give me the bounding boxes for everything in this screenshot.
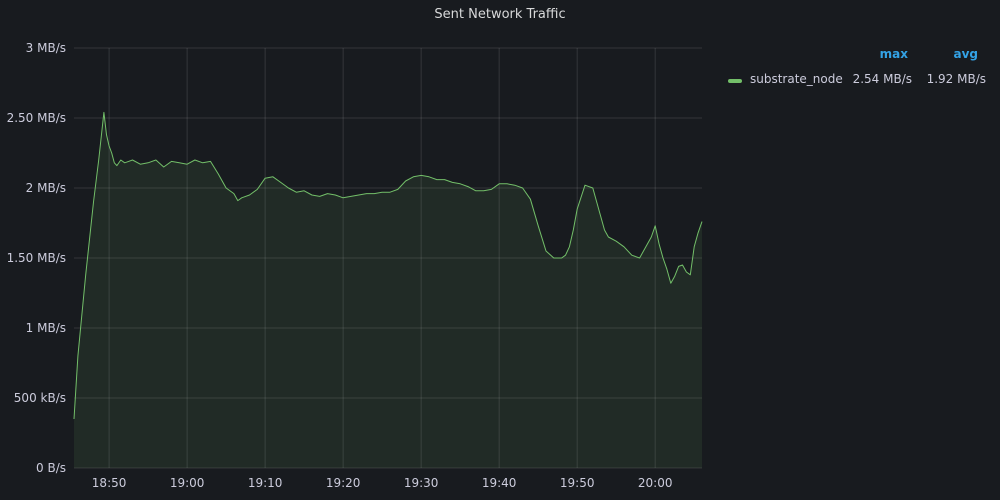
- x-tick-label: 19:00: [170, 476, 205, 490]
- y-tick-label: 1.50 MB/s: [7, 251, 66, 265]
- grid-lines: [74, 47, 702, 469]
- y-axis-ticks: 0 B/s 500 kB/s 1 MB/s 1.50 MB/s 2 MB/s 2.50 M…: [7, 41, 66, 475]
- x-tick-label: 19:40: [482, 476, 517, 490]
- x-tick-label: 20:00: [638, 476, 673, 490]
- y-tick-label: 1 MB/s: [26, 321, 66, 335]
- legend-series-name[interactable]: substrate_node: [750, 72, 843, 86]
- x-tick-label: 19:10: [248, 476, 283, 490]
- x-tick-label: 19:20: [326, 476, 361, 490]
- panel-title[interactable]: Sent Network Traffic: [434, 7, 566, 22]
- legend-item-substrate-node[interactable]: substrate_node 2.54 MB/s 1.92 MB/s: [722, 70, 990, 92]
- series-area-fill: [74, 112, 702, 469]
- legend-series-max: 2.54 MB/s: [852, 72, 912, 86]
- legend-header-max[interactable]: max: [879, 47, 908, 61]
- y-tick-label: 3 MB/s: [26, 41, 66, 55]
- series-layer: [73, 111, 703, 469]
- legend-header: max avg: [722, 46, 990, 68]
- x-tick-label: 19:30: [404, 476, 439, 490]
- x-tick-label: 19:50: [560, 476, 595, 490]
- x-tick-label: 18:50: [92, 476, 127, 490]
- y-tick-label: 500 kB/s: [14, 391, 66, 405]
- x-axis-ticks: 18:50 19:00 19:10 19:20 19:30 19:40 19:50 20:00: [92, 476, 673, 490]
- legend-header-avg[interactable]: avg: [953, 47, 978, 61]
- legend-swatch: [728, 79, 742, 83]
- y-tick-label: 2.50 MB/s: [7, 111, 66, 125]
- series-line[interactable]: [73, 111, 703, 420]
- legend-series-avg: 1.92 MB/s: [926, 72, 986, 86]
- y-tick-label: 0 B/s: [36, 461, 66, 475]
- legend: max avg substrate_node 2.54 MB/s 1.92 MB…: [722, 46, 990, 92]
- y-tick-label: 2 MB/s: [26, 181, 66, 195]
